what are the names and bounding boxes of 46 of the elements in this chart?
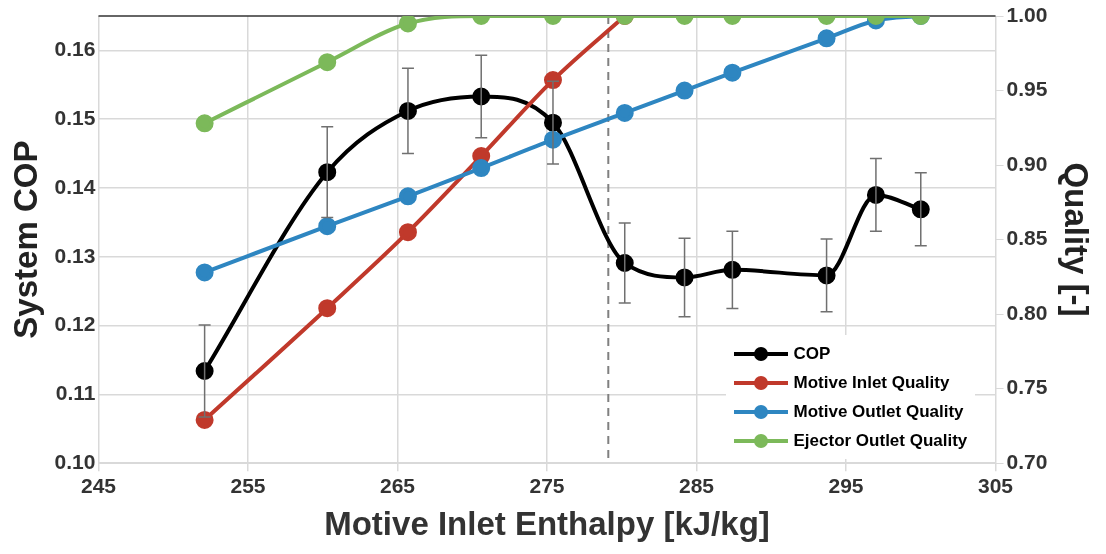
point [723, 260, 742, 279]
y-tick-label: 0.14 [54, 174, 96, 198]
point [318, 299, 337, 318]
legend-label: Ejector Outlet Quality [793, 430, 968, 451]
y2-tick-label: 1.00 [1006, 2, 1048, 26]
point [675, 268, 694, 287]
x-tick-label: 255 [230, 473, 266, 497]
legend-label: COP [793, 343, 831, 364]
y-tick-label: 0.13 [54, 243, 96, 267]
point [398, 16, 417, 33]
point [195, 114, 214, 133]
point [398, 223, 417, 242]
x-tick-label: 275 [529, 473, 565, 497]
point [817, 29, 836, 48]
point [615, 253, 634, 272]
legend-label: Motive Inlet Quality [793, 372, 950, 393]
y2-tick-label: 0.70 [1006, 450, 1048, 473]
x-tick-label: 305 [978, 473, 1014, 497]
x-tick-label: 295 [828, 473, 864, 497]
y2-tick-label: 0.85 [1006, 226, 1048, 250]
point [675, 81, 694, 100]
y2-tick-label: 0.75 [1006, 375, 1048, 399]
point [398, 187, 417, 206]
y-tick-label: 0.10 [54, 450, 96, 473]
point [318, 217, 337, 236]
legend-label: Motive Outlet Quality [793, 401, 964, 422]
point [615, 103, 634, 122]
y-axis-title: System COP [6, 140, 44, 339]
y2-tick-label: 0.90 [1006, 151, 1048, 175]
point [318, 53, 337, 72]
x-tick-label: 285 [678, 473, 715, 497]
point [195, 263, 214, 282]
x-axis-title: Motive Inlet Enthalpy [kJ/kg] [324, 505, 770, 543]
point [472, 159, 491, 178]
y-tick-label: 0.16 [54, 37, 96, 61]
point [723, 63, 742, 82]
y-tick-label: 0.15 [54, 106, 96, 129]
y2-tick-label: 0.80 [1006, 300, 1048, 324]
y2-tick-label: 0.95 [1006, 77, 1048, 101]
x-tick-label: 245 [80, 473, 117, 497]
y-tick-label: 0.12 [54, 312, 96, 336]
point [817, 266, 836, 285]
x-tick-label: 265 [379, 473, 416, 497]
y-tick-label: 0.11 [55, 381, 96, 405]
point [195, 362, 214, 381]
y2-axis-title: Quality [-] [1058, 162, 1096, 317]
